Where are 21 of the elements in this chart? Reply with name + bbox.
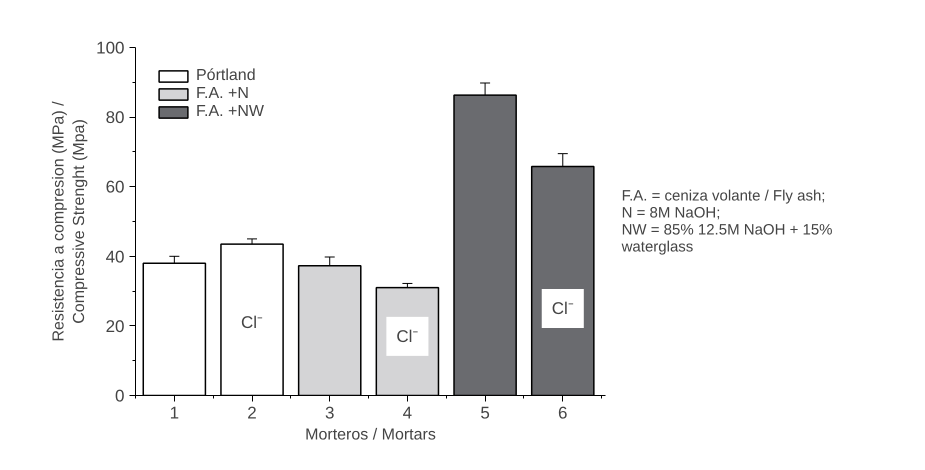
y-tick-label: 0 bbox=[115, 386, 125, 406]
x-tick-label: 1 bbox=[170, 404, 180, 422]
y-tick-label: 60 bbox=[106, 178, 125, 197]
y-tick-label: 20 bbox=[106, 316, 125, 336]
legend-label: Pórtland bbox=[196, 67, 256, 85]
x-tick-label: 4 bbox=[402, 404, 412, 422]
y-axis-title: Resistencia a compresion (MPa) / Compressive Strenght (Mpa) bbox=[50, 100, 88, 342]
y-tick-label: 100 bbox=[96, 38, 125, 58]
annotation: Cl⁻ bbox=[396, 326, 418, 346]
x-tick-label: 3 bbox=[324, 404, 334, 422]
legend-label: F.A. +N bbox=[196, 85, 249, 103]
x-axis-title: Morteros / Mortars bbox=[305, 426, 436, 444]
x-tick-label: 5 bbox=[480, 404, 490, 422]
legend-label: F.A. +NW bbox=[196, 103, 264, 121]
x-tick-label: 6 bbox=[558, 404, 568, 422]
text: F.A. = ceniza volante / Fly ash; N = 8M NaOH; NW = 85% 12.5M NaOH + 15% waterglass bbox=[620, 188, 833, 256]
annotation: Cl⁻ bbox=[552, 299, 574, 318]
y-tick-label: 40 bbox=[106, 247, 125, 266]
y-tick-label: 80 bbox=[106, 108, 125, 128]
annotation: Cl⁻ bbox=[241, 312, 264, 332]
x-tick-label: 2 bbox=[247, 404, 257, 422]
